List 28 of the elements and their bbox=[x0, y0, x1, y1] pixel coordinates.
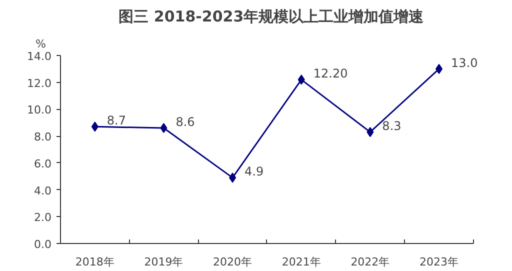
data-label: 8.3 bbox=[382, 119, 402, 134]
y-tick-label: 10.0 bbox=[27, 104, 52, 117]
data-label: 4.9 bbox=[244, 164, 264, 179]
point bbox=[298, 74, 305, 85]
point bbox=[436, 64, 443, 74]
point bbox=[229, 172, 236, 183]
point bbox=[160, 123, 168, 134]
y-tick-label: 14.0 bbox=[27, 50, 52, 63]
y-tick-label: 4.0 bbox=[34, 184, 52, 198]
y-tick-label: 6.0 bbox=[34, 157, 52, 170]
x-tick-label: 2021年 bbox=[282, 256, 321, 268]
x-tick-label: 2020年 bbox=[213, 256, 252, 268]
x-tick-label: 2022年 bbox=[350, 256, 390, 268]
x-tick-label: 2023年 bbox=[420, 256, 459, 268]
point bbox=[91, 122, 98, 132]
data-label: 13.0 bbox=[451, 56, 478, 70]
data-label: 12.20 bbox=[313, 66, 348, 81]
y-axis-title: % bbox=[36, 38, 46, 50]
chart-title: 图三 2018-2023年规模以上工业增加值增速 bbox=[118, 8, 425, 26]
data-label: 8.7 bbox=[106, 114, 126, 128]
y-tick-label: 8.0 bbox=[34, 130, 52, 144]
x-tick-label: 2018年 bbox=[75, 256, 114, 268]
point bbox=[366, 127, 374, 138]
x-tick-label: 2019年 bbox=[144, 256, 184, 268]
data-label: 8.6 bbox=[176, 115, 195, 130]
y-tick-label: 2.0 bbox=[34, 211, 52, 224]
y-tick-label: 0.0 bbox=[34, 238, 52, 251]
y-tick-label: 12.0 bbox=[27, 76, 52, 90]
